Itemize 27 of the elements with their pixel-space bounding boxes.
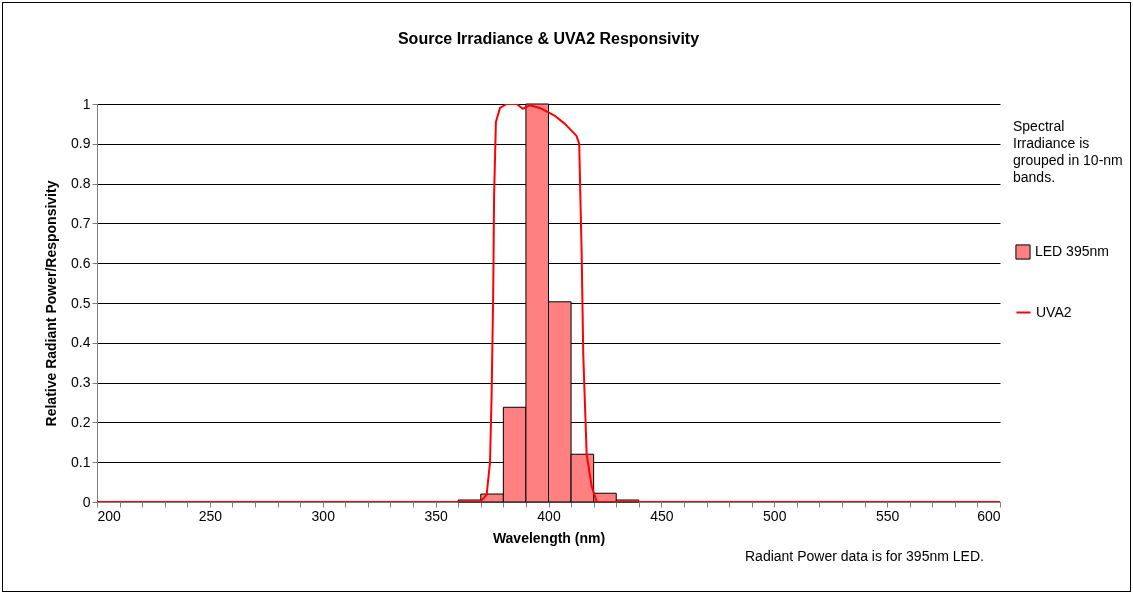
y-tick-label: 0.7 [71,214,91,231]
x-tick-label: 600 [977,507,1001,524]
legend-label: LED 395nm [1035,243,1109,259]
y-tick-label: 0.9 [71,135,91,152]
text: Spectral Irradiance is grouped in 10-nm bands. [1013,118,1124,186]
y-tick-label: 0.5 [71,294,91,311]
x-tick-label: 300 [311,507,336,524]
x-tick-label: 450 [650,507,674,524]
legend-label: UVA2 [1036,303,1072,320]
y-tick-label: 0.4 [71,334,91,351]
y-tick-label: 0.1 [71,453,91,470]
y-tick-label: 0.8 [71,175,91,192]
text: Radiant Power data is for 395nm LED. [745,548,985,565]
y-tick-label: 0.2 [71,413,91,430]
x-tick-label: 250 [198,507,223,524]
chart-title: Source Irradiance & UVA2 Responsivity [397,30,700,47]
y-tick-label: 1 [82,95,91,112]
x-tick-label: 500 [763,507,787,524]
x-tick-label: 400 [537,507,561,524]
x-tick-label: 200 [97,507,122,524]
y-tick-label: 0 [82,493,91,510]
x-tick-label: 550 [875,507,900,524]
y-tick-label: 0.3 [71,374,91,391]
x-axis-title: Wavelength (nm) [492,529,606,546]
y-tick-label: 0.6 [71,254,91,271]
x-tick-label: 350 [424,507,449,524]
y-axis-title: Relative Radiant Power/Responsivity [43,180,60,427]
